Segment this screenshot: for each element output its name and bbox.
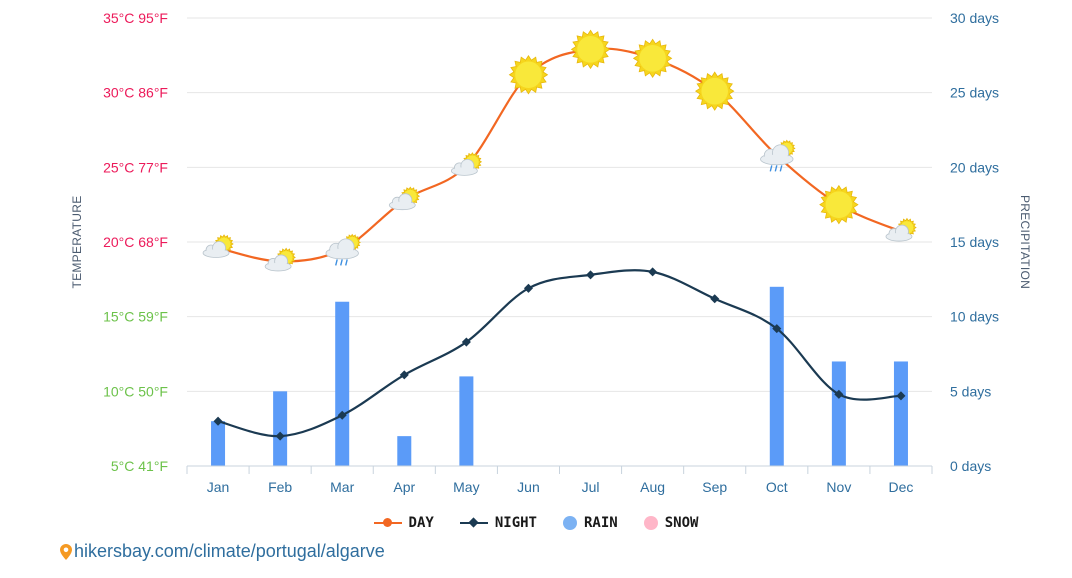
left-tick-label: 30°C 86°F xyxy=(103,85,168,101)
night-point xyxy=(896,391,906,401)
rain-drop xyxy=(769,165,773,172)
sun-disc xyxy=(825,191,853,218)
right-tick-label: 5 days xyxy=(950,383,991,399)
source-text: hikersbay.com/climate/portugal/algarve xyxy=(74,541,385,561)
left-tick-label: 35°C 95°F xyxy=(103,10,168,26)
right-tick-label: 20 days xyxy=(950,159,999,175)
x-tick-label: Oct xyxy=(766,479,788,495)
temperature-lines xyxy=(213,47,906,441)
left-axis-title: TEMPERATURE xyxy=(70,195,84,288)
x-tick-label: Jul xyxy=(582,479,600,495)
rain-drop xyxy=(340,259,343,266)
legend-item-day[interactable]: DAY xyxy=(373,515,434,531)
night-point xyxy=(523,283,533,293)
location-pin-icon xyxy=(60,543,72,560)
right-tick-label: 0 days xyxy=(950,458,991,474)
x-axis: Jan Feb Mar Apr May Jun Jul Aug Sep Oct Nov Dec xyxy=(186,465,933,495)
cloud-fill xyxy=(761,154,792,164)
cloud-fill xyxy=(390,201,415,209)
snow-dot-marker xyxy=(643,516,658,530)
left-tick-label: 10°C 50°F xyxy=(103,383,168,399)
right-tick-label: 15 days xyxy=(950,234,999,250)
sun-icon xyxy=(632,38,673,79)
sun-cloud-icon xyxy=(264,247,296,272)
cloud-fill xyxy=(204,249,229,257)
rain-bar xyxy=(459,376,474,466)
rain-drop xyxy=(779,165,783,172)
x-tick-label: Sep xyxy=(702,479,727,495)
legend-item-rain[interactable]: RAIN xyxy=(563,515,618,531)
rain-drop xyxy=(335,259,338,266)
right-tick-label: 30 days xyxy=(950,10,999,26)
y-axis-right: 0 days 5 days 10 days 15 days 20 days 25 days… xyxy=(950,10,999,474)
night-line-marker xyxy=(459,516,488,530)
x-tick-label: May xyxy=(453,479,479,495)
left-tick-label: 15°C 59°F xyxy=(103,309,168,325)
day-line xyxy=(217,47,902,263)
x-tick-label: Feb xyxy=(268,479,292,495)
x-tick-label: Jan xyxy=(207,479,230,495)
cloud-fill xyxy=(266,262,291,271)
cloud-fill xyxy=(452,167,477,175)
rain-cloud-icon xyxy=(760,139,796,172)
y-axis-left: 5°C 41°F 10°C 50°F 15°C 59°F 20°C 68°F 25°C … xyxy=(103,10,168,474)
sun-icon xyxy=(570,29,611,70)
rain-cloud-icon xyxy=(325,233,361,266)
rain-drop xyxy=(774,165,778,172)
legend-label-day: DAY xyxy=(408,515,434,531)
sun-disc xyxy=(577,36,604,63)
right-tick-label: 10 days xyxy=(950,309,999,325)
x-tick-label: Aug xyxy=(640,479,665,495)
rain-bar xyxy=(397,436,412,466)
sun-cloud-icon xyxy=(388,186,421,211)
sun-icon xyxy=(508,55,549,95)
rain-bar xyxy=(769,286,784,466)
legend-item-snow[interactable]: SNOW xyxy=(643,515,699,531)
sun-disc xyxy=(701,77,729,105)
sun-icon xyxy=(819,184,859,225)
x-tick-label: Nov xyxy=(826,479,851,495)
sun-icon xyxy=(694,71,735,111)
cloud-fill xyxy=(327,248,358,258)
rain-bar xyxy=(335,301,350,466)
left-tick-label: 5°C 41°F xyxy=(111,458,168,474)
left-tick-label: 25°C 77°F xyxy=(103,159,168,175)
source-link[interactable]: hikersbay.com/climate/portugal/algarve xyxy=(60,541,385,562)
legend-label-snow: SNOW xyxy=(664,515,699,531)
rain-bar xyxy=(893,361,908,466)
night-line xyxy=(217,269,901,438)
rain-drop xyxy=(345,259,348,266)
x-tick-label: Mar xyxy=(330,479,354,495)
legend-item-night[interactable]: NIGHT xyxy=(459,515,537,531)
left-tick-label: 20°C 68°F xyxy=(103,234,168,250)
night-point xyxy=(648,267,658,277)
night-point xyxy=(586,270,596,280)
day-line-marker xyxy=(373,516,402,530)
legend-label-rain: RAIN xyxy=(584,515,618,531)
x-tick-label: Dec xyxy=(889,479,914,495)
rain-dot-marker xyxy=(563,516,577,530)
rain-bar xyxy=(211,421,226,466)
rain-bars xyxy=(211,286,908,466)
x-tick-label: Jun xyxy=(517,479,540,495)
cloud-fill xyxy=(886,232,911,241)
sun-cloud-icon xyxy=(450,152,483,176)
chart-legend: DAY NIGHT RAIN SNOW xyxy=(0,515,1072,531)
x-tick-label: Apr xyxy=(393,479,415,495)
legend-label-night: NIGHT xyxy=(494,515,537,531)
sun-disc xyxy=(639,45,666,72)
night-point xyxy=(710,294,720,304)
right-tick-label: 25 days xyxy=(950,85,999,101)
right-axis-title: PRECIPITATION xyxy=(1018,195,1032,289)
climate-chart: Jan Feb Mar Apr May Jun Jul Aug Sep Oct Nov Dec 5°C… xyxy=(70,10,1032,495)
weather-icons xyxy=(202,29,917,272)
sun-cloud-icon xyxy=(885,217,917,242)
rain-bar xyxy=(831,361,846,466)
rain-bar xyxy=(273,391,288,466)
sun-disc xyxy=(515,61,542,89)
night-point xyxy=(213,416,223,426)
sun-cloud-icon xyxy=(202,234,234,258)
grid-lines xyxy=(187,17,932,392)
